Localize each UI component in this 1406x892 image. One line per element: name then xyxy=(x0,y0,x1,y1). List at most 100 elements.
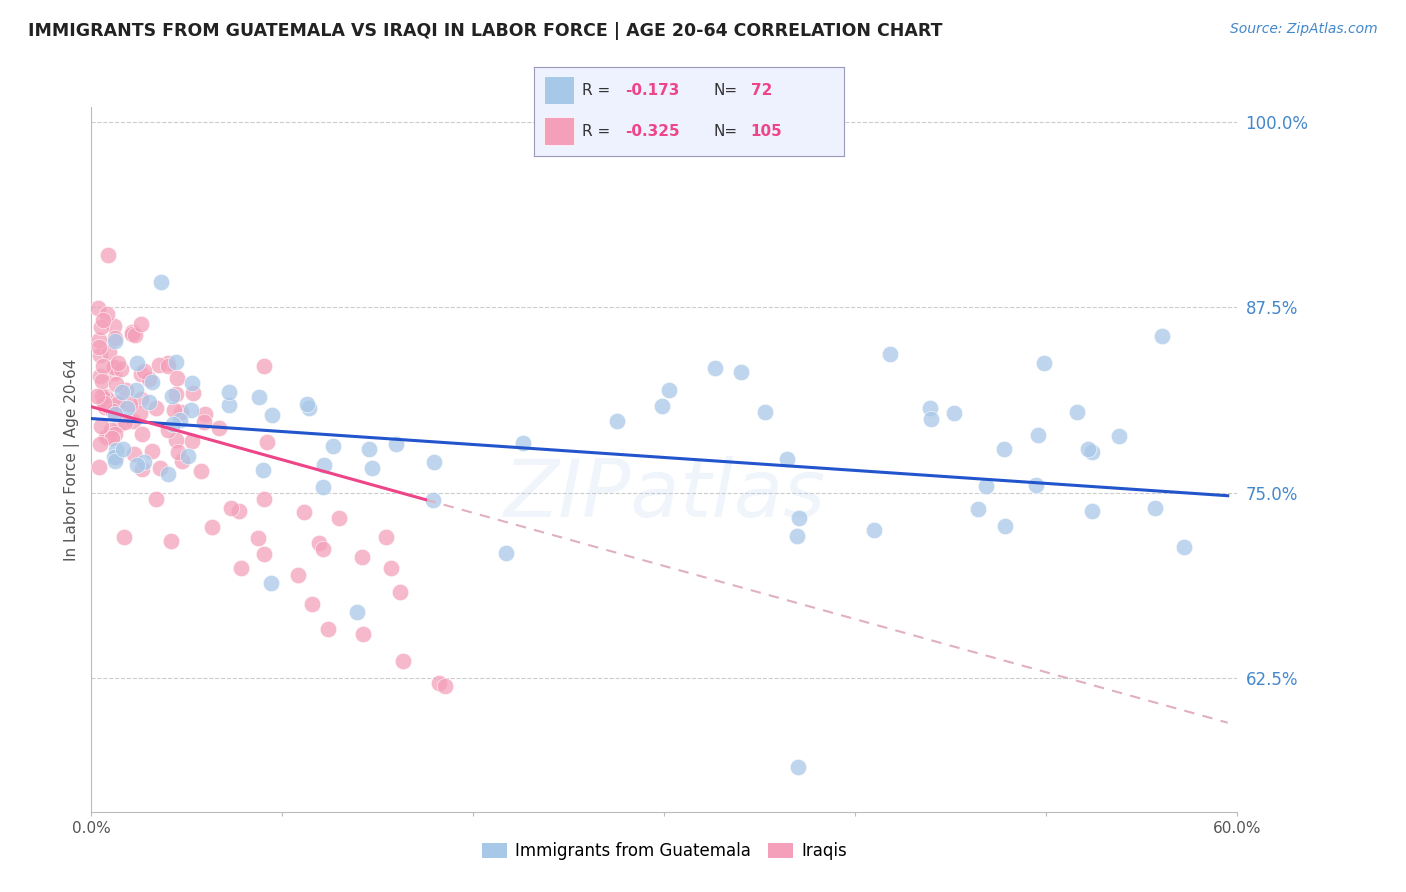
Text: -0.173: -0.173 xyxy=(626,83,681,97)
Point xyxy=(86,388,108,402)
Text: R =: R = xyxy=(582,124,610,138)
Point xyxy=(141,375,163,389)
Point xyxy=(1173,540,1195,554)
Point xyxy=(97,248,120,262)
Point xyxy=(100,423,122,437)
Point xyxy=(312,458,335,473)
Point xyxy=(107,356,129,370)
Point xyxy=(651,399,673,413)
Point xyxy=(357,442,380,456)
Point xyxy=(1081,504,1104,518)
Point xyxy=(110,362,132,376)
Point xyxy=(104,407,127,421)
Text: 105: 105 xyxy=(751,124,783,138)
Point xyxy=(219,501,242,516)
Point xyxy=(127,356,149,370)
Legend: Immigrants from Guatemala, Iraqis: Immigrants from Guatemala, Iraqis xyxy=(475,836,853,867)
Point xyxy=(163,402,186,417)
Point xyxy=(1026,428,1049,442)
Point xyxy=(129,406,152,420)
Point xyxy=(180,403,202,417)
Point xyxy=(141,444,163,458)
Point xyxy=(427,676,450,690)
Point xyxy=(1077,442,1099,456)
Point xyxy=(218,384,240,399)
Point xyxy=(93,395,115,409)
Text: N=: N= xyxy=(714,83,738,97)
Point xyxy=(253,359,276,373)
Point xyxy=(89,437,111,451)
Point xyxy=(91,389,114,403)
Point xyxy=(96,398,118,412)
Point xyxy=(159,533,181,548)
Point xyxy=(103,454,125,468)
Point xyxy=(166,445,188,459)
Point xyxy=(301,597,323,611)
Point xyxy=(104,427,127,442)
Point xyxy=(703,361,725,376)
Point xyxy=(1033,356,1056,370)
Point xyxy=(129,317,152,331)
Point xyxy=(96,307,118,321)
Point xyxy=(495,546,517,560)
Point xyxy=(156,359,179,373)
Point xyxy=(1081,444,1104,458)
Point xyxy=(308,536,330,550)
Point xyxy=(181,376,204,391)
Text: 72: 72 xyxy=(751,83,772,97)
Point xyxy=(90,375,112,389)
Point xyxy=(966,501,988,516)
Point xyxy=(121,326,143,341)
Point xyxy=(103,360,125,375)
Point xyxy=(422,493,444,508)
Point xyxy=(190,465,212,479)
Point xyxy=(1066,404,1088,418)
Point xyxy=(170,405,193,419)
Point xyxy=(658,384,681,398)
Point xyxy=(148,358,170,372)
Point xyxy=(169,413,191,427)
Point xyxy=(172,454,194,468)
Point xyxy=(322,439,344,453)
Point xyxy=(87,301,110,315)
Point xyxy=(380,561,402,575)
Point xyxy=(346,605,368,619)
Point xyxy=(149,275,172,289)
Bar xyxy=(544,117,575,145)
Point xyxy=(1108,428,1130,442)
Text: IMMIGRANTS FROM GUATEMALA VS IRAQI IN LABOR FORCE | AGE 20-64 CORRELATION CHART: IMMIGRANTS FROM GUATEMALA VS IRAQI IN LA… xyxy=(28,22,942,40)
Point xyxy=(512,435,534,450)
Point xyxy=(108,397,131,411)
Point xyxy=(312,542,335,557)
Point xyxy=(107,396,129,410)
Point xyxy=(118,397,141,411)
Point xyxy=(96,399,118,413)
Point xyxy=(156,355,179,369)
Point xyxy=(131,427,153,442)
Text: ZIPatlas: ZIPatlas xyxy=(503,456,825,533)
Point xyxy=(247,531,270,545)
Point xyxy=(201,520,224,534)
Point xyxy=(194,407,217,421)
Point xyxy=(96,392,118,407)
Point xyxy=(87,333,110,347)
Point xyxy=(295,397,318,411)
Point xyxy=(1150,329,1173,343)
Point xyxy=(104,443,127,458)
Point xyxy=(90,419,112,434)
Point xyxy=(252,463,274,477)
Point xyxy=(111,442,134,456)
Text: -0.325: -0.325 xyxy=(626,124,681,138)
Point xyxy=(129,367,152,381)
Text: Source: ZipAtlas.com: Source: ZipAtlas.com xyxy=(1230,22,1378,37)
Point xyxy=(787,510,810,524)
Point xyxy=(316,622,339,636)
Point xyxy=(134,455,156,469)
Point xyxy=(385,436,408,450)
Point xyxy=(352,549,374,564)
Point xyxy=(260,408,283,422)
Point xyxy=(253,492,276,507)
Point xyxy=(247,390,270,404)
Point xyxy=(328,511,350,525)
Point xyxy=(775,451,797,466)
